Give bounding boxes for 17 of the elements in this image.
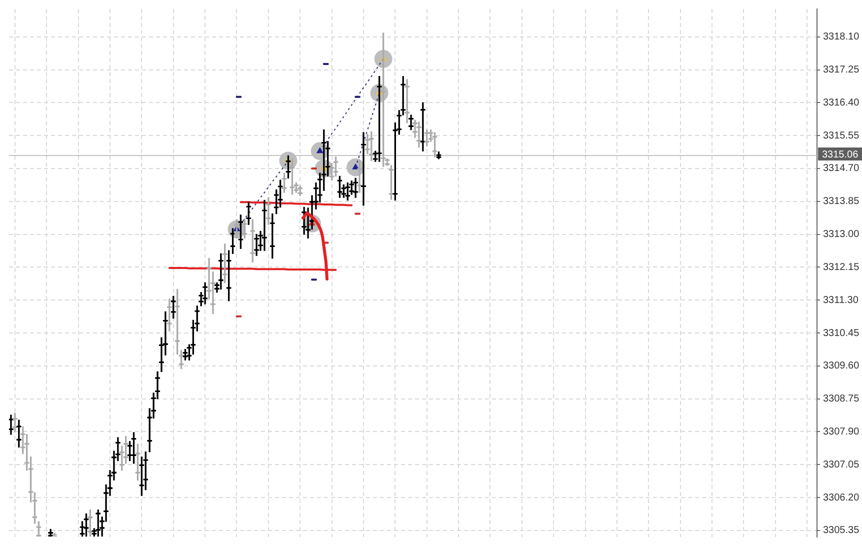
ref-line-label: 3315.06 bbox=[822, 149, 859, 160]
y-tick-label: 3311.30 bbox=[823, 294, 859, 306]
y-tick-label: 3316.40 bbox=[823, 97, 860, 108]
y-tick-label: 3313.00 bbox=[823, 229, 860, 240]
y-tick-label: 3305.35 bbox=[823, 525, 860, 536]
y-tick-label: 3314.70 bbox=[823, 163, 860, 174]
y-tick-label: 3307.05 bbox=[823, 459, 860, 470]
y-tick-label: 3312.15 bbox=[823, 262, 860, 273]
y-tick-label: 3315.55 bbox=[823, 130, 860, 142]
y-tick-label: 3307.90 bbox=[823, 426, 860, 438]
y-tick-label: 3318.10 bbox=[823, 32, 860, 43]
y-tick-label: 3310.45 bbox=[823, 328, 860, 339]
y-tick-label: 3317.25 bbox=[823, 64, 860, 76]
y-tick-label: 3313.85 bbox=[823, 196, 860, 208]
y-tick-label: 3309.60 bbox=[823, 360, 860, 372]
y-tick-label: 3306.20 bbox=[823, 492, 860, 504]
y-tick-label: 3308.75 bbox=[823, 394, 860, 405]
